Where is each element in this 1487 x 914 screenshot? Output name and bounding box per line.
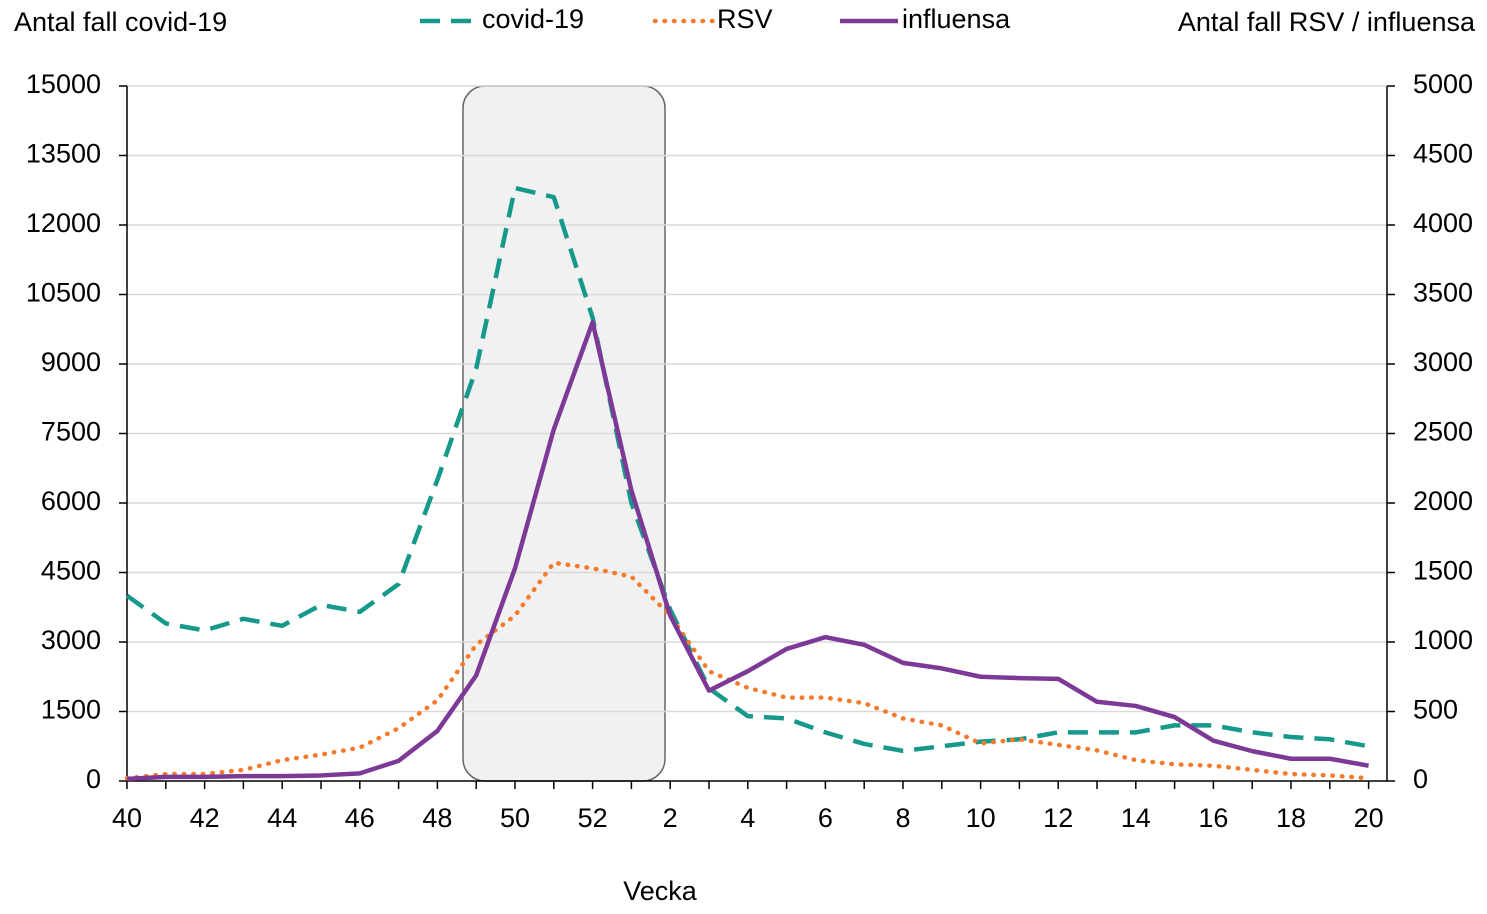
x-tick-label: 46	[345, 803, 375, 833]
y-tick-label: 13500	[26, 139, 101, 169]
y2-tick-label: 3000	[1413, 347, 1473, 377]
y-tick-label: 4500	[41, 556, 101, 586]
y2-tick-label: 2500	[1413, 417, 1473, 447]
y2-axis-title: Antal fall RSV / influensa	[1178, 7, 1476, 37]
x-tick-label: 8	[895, 803, 910, 833]
x-tick-label: 40	[112, 803, 142, 833]
y-tick-label: 1500	[41, 695, 101, 725]
y-axis-title: Antal fall covid-19	[14, 7, 227, 37]
legend-label: RSV	[717, 4, 773, 34]
y2-tick-label: 1000	[1413, 625, 1473, 655]
x-tick-label: 44	[267, 803, 297, 833]
x-tick-label: 50	[500, 803, 530, 833]
y-tick-label: 6000	[41, 486, 101, 516]
y-tick-label: 3000	[41, 625, 101, 655]
y-tick-label: 10500	[26, 278, 101, 308]
x-tick-label: 18	[1276, 803, 1306, 833]
y-tick-label: 15000	[26, 69, 101, 99]
x-tick-label: 42	[190, 803, 220, 833]
x-tick-label: 16	[1198, 803, 1228, 833]
y2-tick-label: 4000	[1413, 208, 1473, 238]
y2-tick-label: 1500	[1413, 556, 1473, 586]
series-line	[124, 560, 1371, 781]
series-line	[125, 185, 1369, 754]
y2-tick-label: 5000	[1413, 69, 1473, 99]
y2-tick-label: 3500	[1413, 278, 1473, 308]
x-tick-label: 4	[740, 803, 755, 833]
y-tick-label: 0	[86, 764, 101, 794]
x-tick-label: 2	[663, 803, 678, 833]
legend-label: covid-19	[482, 4, 584, 34]
y2-tick-label: 500	[1413, 695, 1458, 725]
x-tick-label: 14	[1121, 803, 1151, 833]
series-line	[126, 320, 1369, 782]
y2-tick-label: 2000	[1413, 486, 1473, 516]
x-axis-title: Vecka	[623, 876, 698, 906]
legend-label: influensa	[902, 4, 1011, 34]
y-tick-label: 9000	[41, 347, 101, 377]
y2-tick-label: 0	[1413, 764, 1428, 794]
x-tick-label: 12	[1043, 803, 1073, 833]
x-tick-label: 20	[1354, 803, 1384, 833]
x-tick-label: 52	[578, 803, 608, 833]
x-tick-label: 10	[966, 803, 996, 833]
x-tick-label: 6	[818, 803, 833, 833]
x-tick-label: 48	[422, 803, 452, 833]
y-tick-label: 7500	[41, 417, 101, 447]
y-tick-label: 12000	[26, 208, 101, 238]
y2-tick-label: 4500	[1413, 139, 1473, 169]
